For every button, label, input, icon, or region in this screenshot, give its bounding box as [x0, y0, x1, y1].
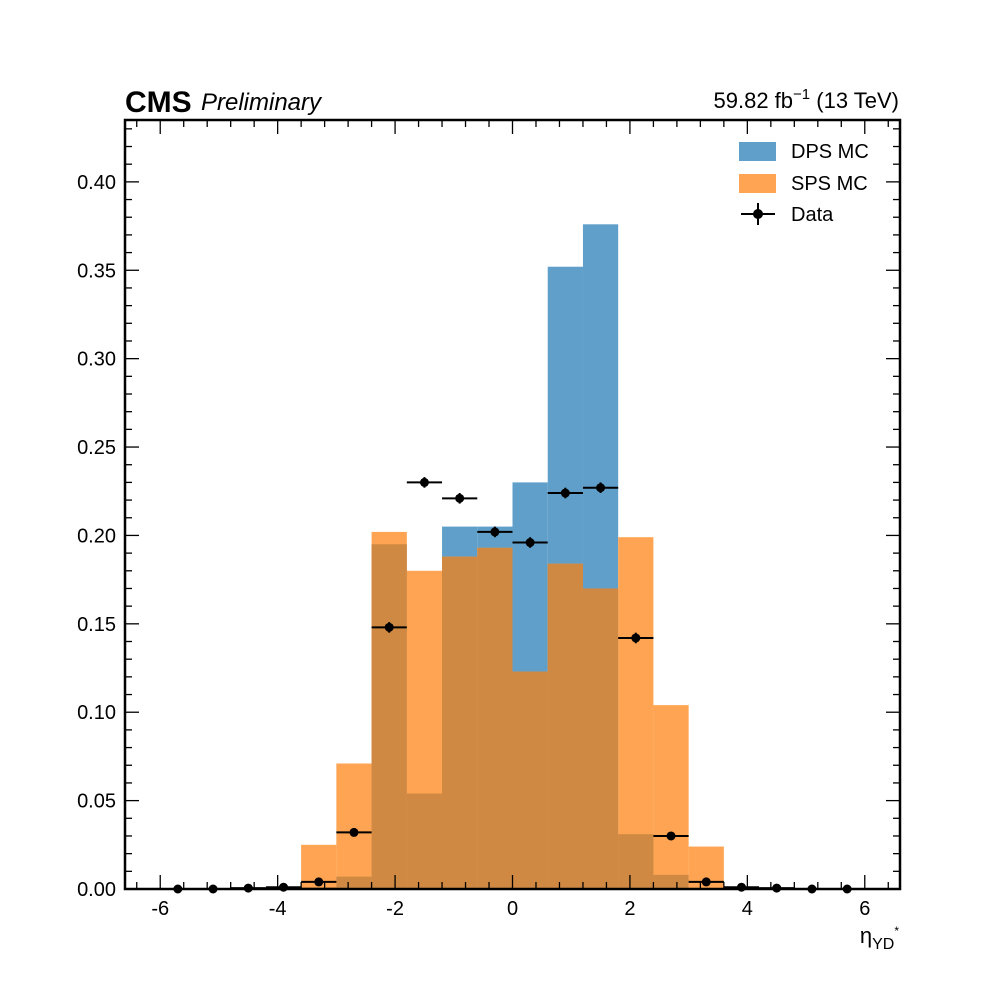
y-tick-label: 0.20: [77, 525, 116, 547]
legend-swatch-sps: [739, 174, 776, 193]
y-tick-label: 0.40: [77, 172, 116, 194]
sps-bar: [618, 537, 654, 889]
y-tick-label: 0.25: [77, 437, 116, 459]
data-point: [384, 622, 394, 632]
x-tick-label: -2: [386, 898, 404, 920]
data-point: [666, 831, 676, 841]
x-axis-label-sup: *: [894, 924, 899, 938]
data-point: [631, 633, 641, 643]
data-point: [596, 483, 606, 493]
overlap-bar: [547, 563, 583, 889]
y-tick-label: 0.05: [77, 791, 116, 813]
luminosity-label: 59.82 fb−1 (13 TeV): [714, 86, 899, 113]
overlap-bar: [477, 547, 513, 889]
y-tick-label: 0.30: [77, 349, 116, 371]
overlap-bar: [582, 588, 619, 889]
legend-label-data: Data: [791, 204, 834, 226]
data-point: [455, 493, 465, 503]
luminosity-energy: (13 TeV): [810, 88, 899, 113]
data-point: [736, 882, 746, 892]
data-point: [314, 877, 324, 887]
overlap-bar: [618, 834, 654, 889]
x-axis-label: ηYD*: [860, 923, 899, 953]
overlap-bar: [512, 671, 548, 889]
data-point: [419, 477, 429, 487]
y-tick-label: 0.15: [77, 614, 116, 636]
data-point: [490, 527, 500, 537]
plot-frame: [123, 118, 902, 891]
y-tick-label: 0.35: [77, 260, 116, 282]
x-tick-label: 6: [859, 898, 870, 920]
x-tick-label: 0: [507, 898, 518, 920]
overlap-bar: [336, 876, 372, 889]
x-tick-label: 4: [742, 898, 753, 920]
preliminary-label: Preliminary: [201, 89, 323, 116]
luminosity-value: 59.82 fb: [714, 88, 794, 113]
legend-label-sps: SPS MC: [791, 173, 868, 195]
y-tick-label: 0.10: [77, 702, 116, 724]
overlap-bar: [371, 544, 407, 889]
legend-label-dps: DPS MC: [791, 141, 869, 163]
data-points: [160, 477, 865, 894]
sps-bar: [336, 763, 372, 889]
data-point: [701, 877, 711, 887]
x-axis-label-sub: YD: [872, 936, 894, 953]
overlap-histogram: [301, 544, 689, 889]
overlap-bar: [653, 874, 689, 889]
x-tick-label: 2: [624, 898, 635, 920]
axis-tick-labels: -6 -4 -2 0 2 4 6 0.00 0.05 0.10 0.15 0.20 0.25 0.30 0.…: [77, 172, 870, 920]
x-tick-label: -4: [269, 898, 287, 920]
y-tick-label: 0.00: [77, 879, 116, 901]
data-point: [560, 488, 570, 498]
legend-swatch-dps: [739, 142, 776, 161]
data-point: [279, 882, 289, 892]
x-axis-label-main: η: [860, 923, 872, 948]
sps-bar: [653, 705, 689, 889]
data-point: [349, 827, 359, 837]
cms-label: CMS: [125, 86, 192, 119]
legend: DPS MC SPS MC Data: [739, 141, 869, 226]
luminosity-exponent: −1: [793, 86, 810, 103]
legend-marker-data-point: [753, 209, 763, 219]
overlap-bar: [442, 556, 478, 889]
overlap-bar: [406, 793, 443, 889]
x-tick-label: -6: [151, 898, 169, 920]
data-point: [525, 538, 535, 548]
